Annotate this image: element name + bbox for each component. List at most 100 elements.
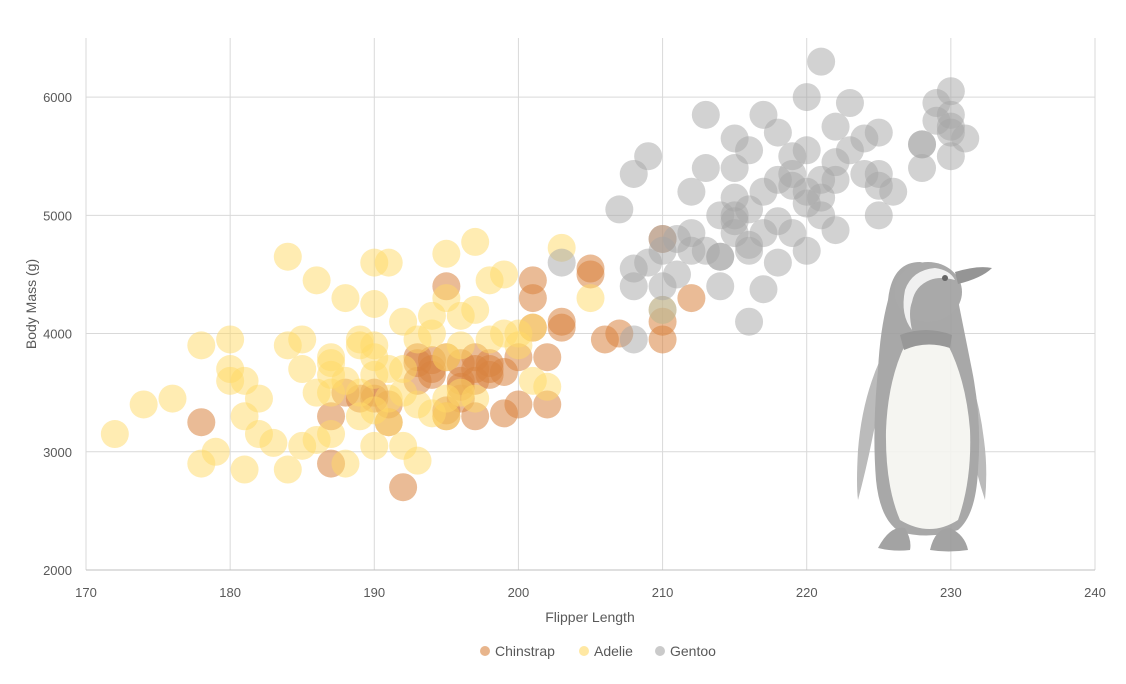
x-tick-label: 190 xyxy=(363,585,385,600)
y-tick-labels: 2000 3000 4000 5000 6000 xyxy=(43,90,72,578)
penguin-right-foot xyxy=(930,528,968,552)
point-adelie xyxy=(345,331,374,360)
penguin-belly xyxy=(885,338,971,529)
point-adelie xyxy=(417,301,446,330)
point-gentoo xyxy=(792,236,821,265)
y-tick-label: 3000 xyxy=(43,445,72,460)
point-gentoo xyxy=(706,242,735,271)
point-adelie xyxy=(158,384,187,413)
point-gentoo xyxy=(634,142,663,171)
point-adelie xyxy=(533,372,562,401)
point-adelie xyxy=(302,266,331,295)
point-adelie xyxy=(216,325,245,354)
point-adelie xyxy=(288,325,317,354)
point-adelie xyxy=(403,446,432,475)
point-gentoo xyxy=(835,89,864,118)
point-chinstrap xyxy=(547,307,576,336)
point-gentoo xyxy=(763,118,792,147)
y-axis-title: Body Mass (g) xyxy=(23,259,39,349)
x-tick-label: 180 xyxy=(219,585,241,600)
point-gentoo xyxy=(619,272,648,301)
point-gentoo xyxy=(735,307,764,336)
penguin-beak xyxy=(955,267,992,284)
legend-label-gentoo: Gentoo xyxy=(670,643,716,659)
legend-label-adelie: Adelie xyxy=(594,643,633,659)
y-tick-label: 6000 xyxy=(43,90,72,105)
point-adelie xyxy=(374,408,403,437)
x-tick-label: 240 xyxy=(1084,585,1106,600)
point-gentoo xyxy=(936,112,965,141)
x-tick-label: 170 xyxy=(75,585,97,600)
point-adelie xyxy=(432,239,461,268)
series-gentoo xyxy=(547,47,980,354)
point-gentoo xyxy=(792,136,821,165)
point-gentoo xyxy=(807,47,836,76)
point-gentoo xyxy=(936,77,965,106)
point-adelie xyxy=(259,428,288,457)
point-gentoo xyxy=(821,112,850,141)
point-chinstrap xyxy=(187,408,216,437)
penguin-illustration xyxy=(857,262,992,552)
point-gentoo xyxy=(749,275,778,304)
point-chinstrap xyxy=(389,473,418,502)
x-tick-label: 210 xyxy=(652,585,674,600)
point-gentoo xyxy=(677,177,706,206)
point-gentoo xyxy=(706,272,735,301)
point-adelie xyxy=(317,349,346,378)
point-adelie xyxy=(461,384,490,413)
point-gentoo xyxy=(864,171,893,200)
point-adelie xyxy=(331,449,360,478)
point-chinstrap xyxy=(504,390,533,419)
point-adelie xyxy=(461,227,490,256)
series-adelie xyxy=(100,227,677,484)
point-gentoo xyxy=(691,100,720,129)
point-gentoo xyxy=(547,248,576,277)
point-gentoo xyxy=(908,154,937,183)
point-gentoo xyxy=(821,216,850,245)
point-adelie xyxy=(461,295,490,324)
point-adelie xyxy=(317,420,346,449)
point-adelie xyxy=(446,331,475,360)
x-tick-label: 230 xyxy=(940,585,962,600)
legend-marker-chinstrap xyxy=(480,646,490,656)
point-gentoo xyxy=(864,118,893,147)
point-adelie xyxy=(331,284,360,313)
point-adelie xyxy=(129,390,158,419)
point-adelie xyxy=(389,355,418,384)
point-adelie xyxy=(576,284,605,313)
point-gentoo xyxy=(605,195,634,224)
point-gentoo xyxy=(735,195,764,224)
y-tick-label: 2000 xyxy=(43,563,72,578)
point-adelie xyxy=(518,313,547,342)
point-gentoo xyxy=(619,325,648,354)
x-tick-labels: 170 180 190 200 210 220 230 240 xyxy=(75,585,1106,600)
x-tick-label: 220 xyxy=(796,585,818,600)
x-axis-title: Flipper Length xyxy=(545,609,635,625)
point-adelie xyxy=(273,455,302,484)
legend-label-chinstrap: Chinstrap xyxy=(495,643,555,659)
penguin-face-stripe xyxy=(903,268,955,330)
point-adelie xyxy=(432,402,461,431)
point-adelie xyxy=(244,384,273,413)
point-adelie xyxy=(201,437,230,466)
point-adelie xyxy=(273,242,302,271)
point-gentoo xyxy=(821,165,850,194)
point-gentoo xyxy=(778,159,807,188)
point-adelie xyxy=(360,431,389,460)
legend-marker-adelie xyxy=(579,646,589,656)
penguin-left-foot xyxy=(878,527,911,551)
point-gentoo xyxy=(648,295,677,324)
legend: Chinstrap Adelie Gentoo xyxy=(480,643,716,659)
point-adelie xyxy=(374,248,403,277)
point-chinstrap xyxy=(533,343,562,372)
point-adelie xyxy=(360,290,389,318)
point-gentoo xyxy=(763,248,792,277)
legend-marker-gentoo xyxy=(655,646,665,656)
point-gentoo xyxy=(662,260,691,289)
point-gentoo xyxy=(908,130,937,159)
y-tick-label: 4000 xyxy=(43,327,72,342)
x-tick-label: 200 xyxy=(508,585,530,600)
point-chinstrap xyxy=(576,260,605,289)
point-gentoo xyxy=(792,83,821,112)
